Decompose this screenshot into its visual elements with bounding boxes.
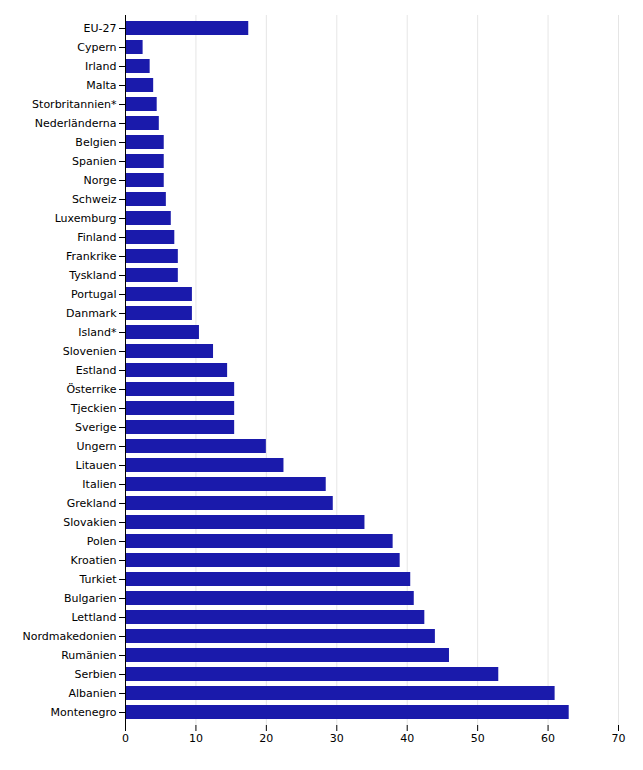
svg-text:Nordmakedonien: Nordmakedonien [23,630,117,643]
svg-text:50: 50 [471,732,485,745]
svg-text:30: 30 [330,732,344,745]
svg-text:Island*: Island* [78,326,117,339]
svg-text:Österrike: Österrike [66,383,116,396]
svg-text:Montenegro: Montenegro [50,706,116,719]
svg-text:20: 20 [259,732,273,745]
svg-text:0: 0 [122,732,129,745]
svg-text:Turkiet: Turkiet [78,573,117,586]
svg-text:Norge: Norge [83,174,116,187]
svg-text:60: 60 [541,732,555,745]
svg-text:Italien: Italien [82,478,116,491]
svg-text:Storbritannien*: Storbritannien* [32,98,117,111]
svg-text:Irland: Irland [85,60,117,73]
svg-text:Serbien: Serbien [74,668,116,681]
svg-text:Slovakien: Slovakien [63,516,116,529]
svg-text:Slovenien: Slovenien [63,345,117,358]
svg-text:Tyskland: Tyskland [68,269,116,282]
svg-text:EU-27: EU-27 [84,22,117,35]
svg-text:Belgien: Belgien [75,136,116,149]
svg-text:Sverige: Sverige [75,421,117,434]
svg-text:Grekland: Grekland [67,497,117,510]
svg-text:Estland: Estland [76,364,117,377]
svg-text:Ungern: Ungern [76,440,116,453]
svg-text:Portugal: Portugal [71,288,117,301]
svg-text:Litauen: Litauen [76,459,117,472]
svg-text:70: 70 [612,732,626,745]
svg-text:Nederländerna: Nederländerna [35,117,117,130]
svg-text:Danmark: Danmark [66,307,117,320]
svg-text:Luxemburg: Luxemburg [55,212,117,225]
svg-text:Frankrike: Frankrike [66,250,117,263]
svg-text:Rumänien: Rumänien [61,649,116,662]
svg-text:Schweiz: Schweiz [72,193,117,206]
svg-text:Spanien: Spanien [72,155,117,168]
svg-text:10: 10 [189,732,203,745]
svg-text:Tjeckien: Tjeckien [70,402,117,415]
svg-text:Albanien: Albanien [68,687,116,700]
svg-text:Lettland: Lettland [71,611,116,624]
svg-text:Polen: Polen [87,535,117,548]
svg-text:Bulgarien: Bulgarien [64,592,117,605]
svg-text:40: 40 [400,732,414,745]
svg-text:Kroatien: Kroatien [70,554,116,567]
svg-text:Malta: Malta [86,79,116,92]
svg-text:Cypern: Cypern [77,41,116,54]
svg-text:Finland: Finland [77,231,116,244]
